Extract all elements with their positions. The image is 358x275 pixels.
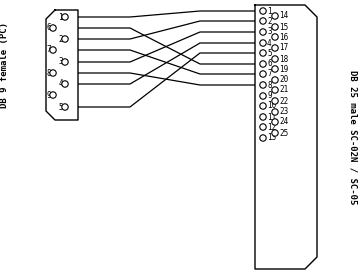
Circle shape (260, 61, 266, 67)
Circle shape (260, 29, 266, 35)
Text: 4: 4 (267, 39, 272, 48)
Circle shape (62, 14, 68, 20)
Text: 16: 16 (279, 32, 288, 42)
Text: 8: 8 (47, 68, 51, 78)
Text: 9: 9 (267, 92, 272, 100)
Circle shape (272, 45, 278, 51)
Circle shape (260, 135, 266, 141)
Text: 1: 1 (58, 12, 63, 21)
Text: 22: 22 (279, 97, 288, 106)
Text: DB 25 male SC-02N / SC-05: DB 25 male SC-02N / SC-05 (348, 70, 358, 204)
Text: 17: 17 (279, 43, 288, 53)
Circle shape (272, 24, 278, 30)
Text: 6: 6 (267, 59, 272, 68)
Text: 2: 2 (58, 34, 63, 43)
Text: 13: 13 (267, 133, 276, 142)
Circle shape (260, 50, 266, 56)
Text: 1: 1 (267, 7, 272, 15)
Text: 11: 11 (267, 112, 276, 122)
Text: 5: 5 (267, 48, 272, 57)
Circle shape (260, 71, 266, 77)
Text: 7: 7 (47, 45, 51, 54)
Circle shape (272, 109, 278, 115)
Circle shape (260, 103, 266, 109)
Circle shape (272, 87, 278, 93)
Text: 24: 24 (279, 117, 288, 126)
Text: 14: 14 (279, 12, 288, 21)
Circle shape (272, 77, 278, 83)
Text: DB 9 female (PC): DB 9 female (PC) (0, 22, 10, 108)
Circle shape (272, 119, 278, 125)
Text: 3: 3 (267, 28, 272, 37)
Circle shape (272, 34, 278, 40)
Circle shape (50, 70, 56, 76)
Text: 7: 7 (267, 70, 272, 78)
Circle shape (260, 8, 266, 14)
Circle shape (272, 98, 278, 104)
Circle shape (50, 47, 56, 53)
Text: 6: 6 (47, 23, 51, 32)
Text: 19: 19 (279, 65, 288, 73)
Text: 25: 25 (279, 128, 288, 138)
Circle shape (260, 18, 266, 24)
Circle shape (50, 92, 56, 98)
Circle shape (62, 36, 68, 42)
Circle shape (272, 130, 278, 136)
Text: 3: 3 (58, 57, 63, 67)
Circle shape (260, 82, 266, 88)
Text: 9: 9 (47, 90, 51, 100)
Text: 8: 8 (267, 81, 272, 89)
Text: 4: 4 (58, 79, 63, 89)
Text: 15: 15 (279, 23, 288, 32)
Circle shape (272, 56, 278, 62)
Circle shape (272, 13, 278, 19)
Circle shape (62, 104, 68, 110)
Circle shape (260, 114, 266, 120)
Text: 18: 18 (279, 54, 288, 64)
Circle shape (260, 93, 266, 99)
Circle shape (62, 81, 68, 87)
Circle shape (62, 59, 68, 65)
Text: 10: 10 (267, 101, 276, 111)
Circle shape (50, 25, 56, 31)
Text: 23: 23 (279, 108, 288, 117)
Text: 20: 20 (279, 76, 288, 84)
Text: 12: 12 (267, 122, 276, 131)
Circle shape (260, 40, 266, 46)
Text: 2: 2 (267, 16, 272, 26)
Circle shape (272, 66, 278, 72)
Text: 21: 21 (279, 86, 288, 95)
Circle shape (260, 124, 266, 130)
Text: 5: 5 (58, 103, 63, 111)
